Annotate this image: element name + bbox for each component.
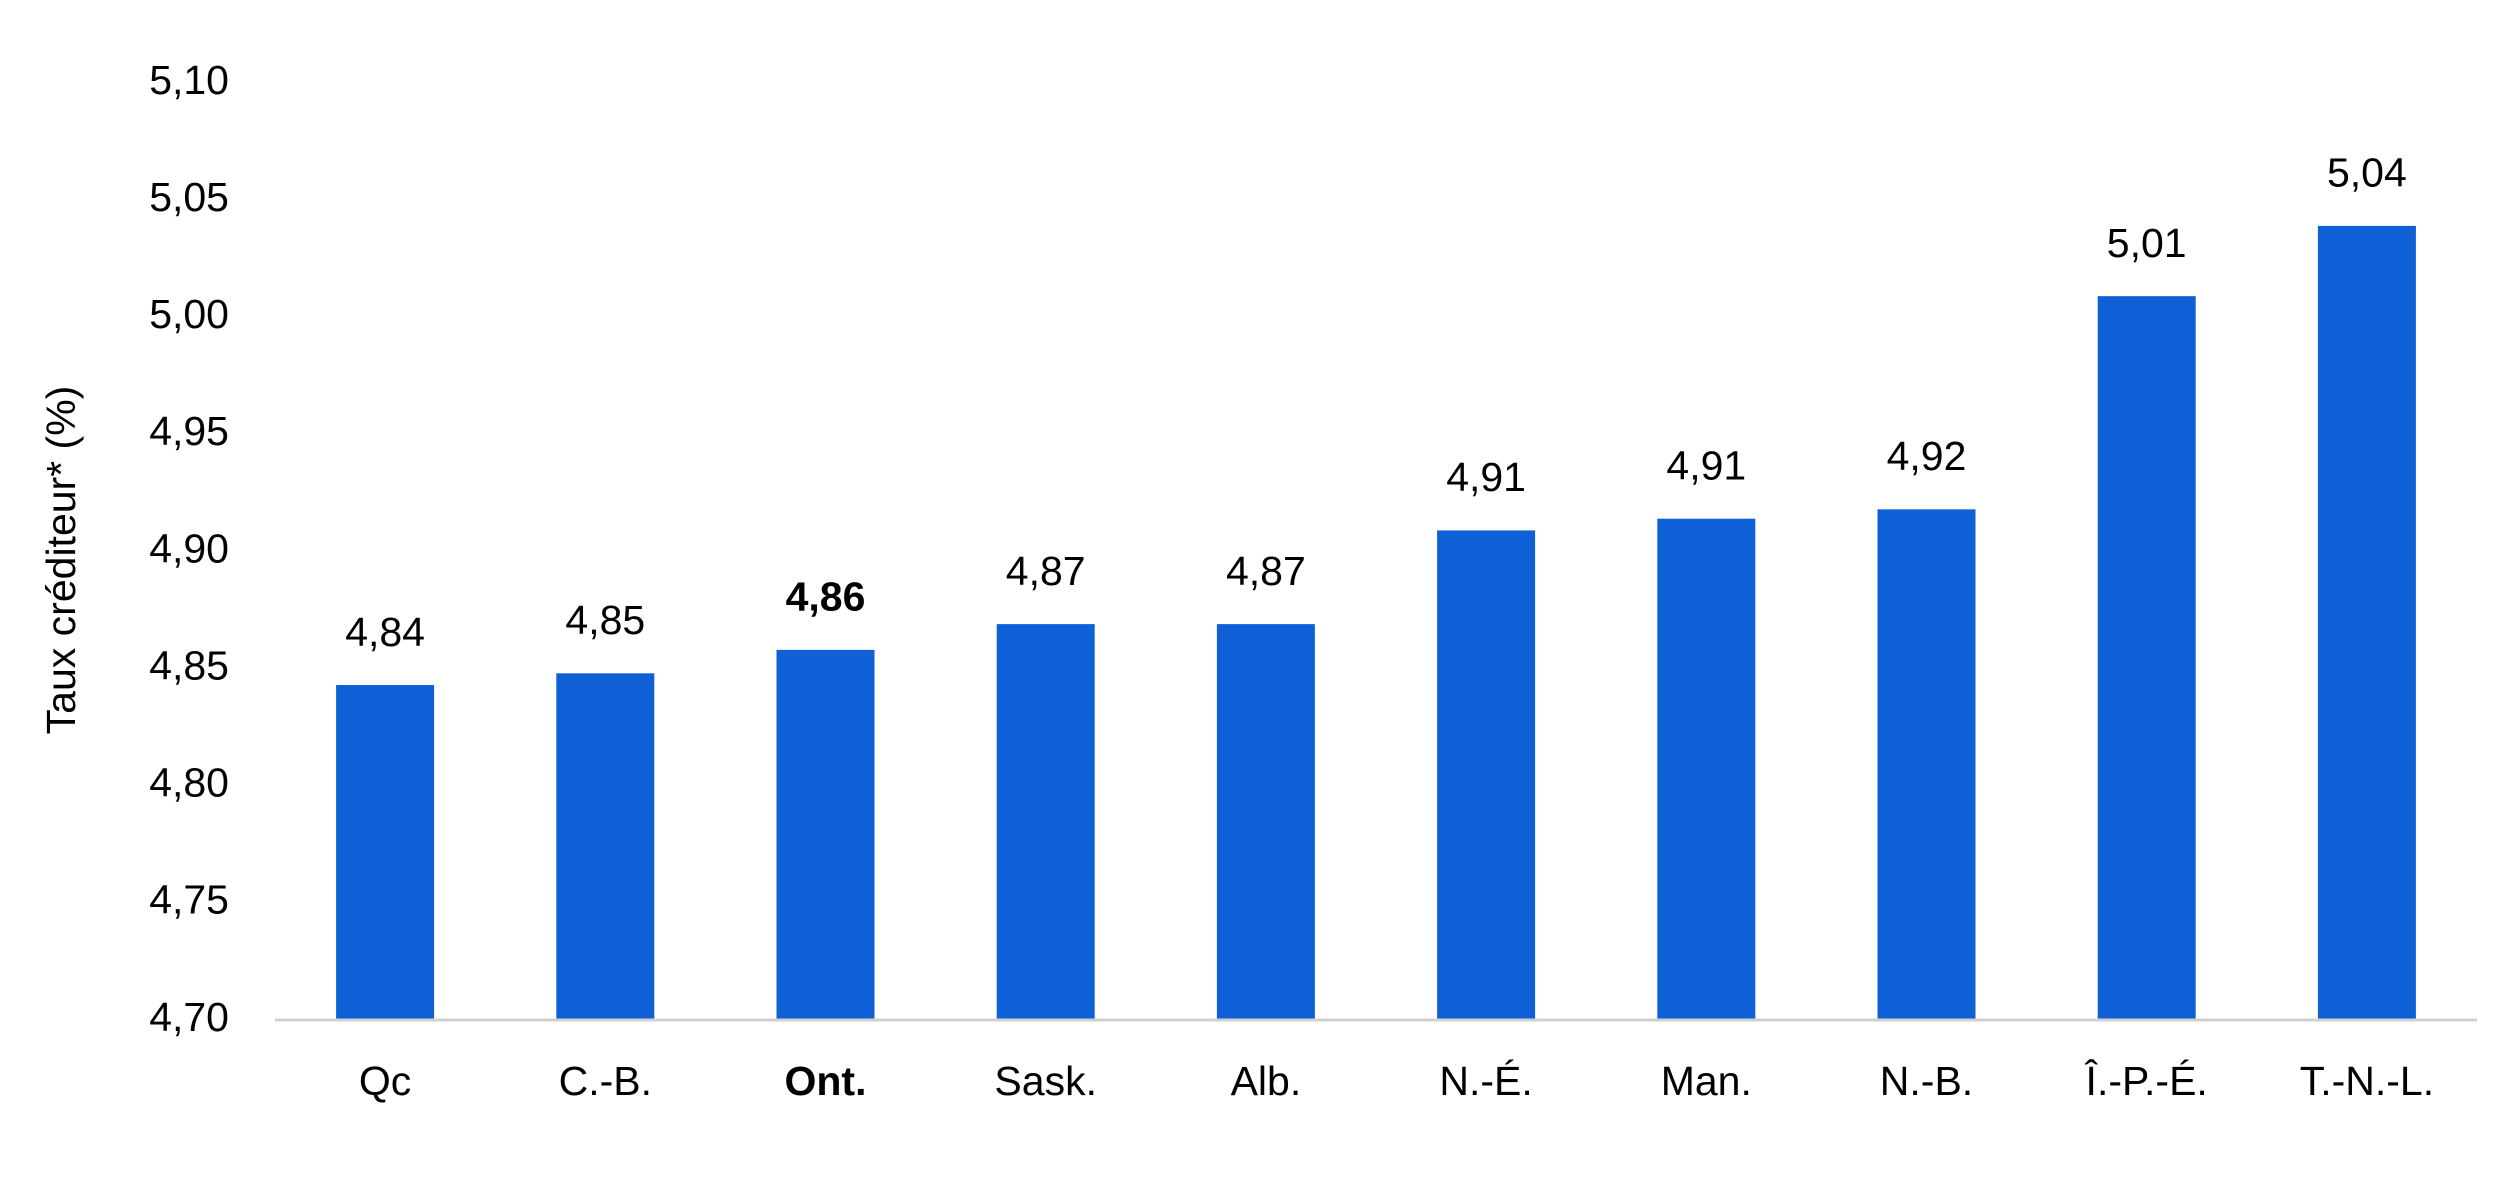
x-tick-label: N.-B. [1880, 1058, 1973, 1104]
bar [556, 673, 655, 1020]
bar [1657, 518, 1756, 1020]
data-label: 4,91 [1666, 443, 1746, 489]
y-tick-label: 4,95 [149, 408, 229, 454]
bar [1216, 624, 1315, 1020]
data-label: 4,85 [565, 597, 645, 643]
data-label: 4,91 [1446, 454, 1526, 500]
bar [1877, 509, 1976, 1020]
y-tick-label: 4,80 [149, 760, 229, 806]
data-label: 4,84 [345, 609, 425, 655]
bar [2317, 225, 2416, 1020]
data-label: 4,86 [786, 574, 866, 620]
x-tick-label: T.-N.-L. [2300, 1058, 2434, 1104]
bar [336, 685, 435, 1020]
y-tick-label: 4,75 [149, 877, 229, 923]
bar [1437, 530, 1536, 1020]
y-tick-label: 5,10 [149, 57, 229, 103]
x-tick-label: N.-É. [1439, 1058, 1532, 1104]
y-axis-label: Taux créditeur* (%) [38, 386, 84, 735]
x-tick-label: Alb. [1231, 1058, 1302, 1104]
bar [776, 649, 875, 1020]
y-tick-label: 4,70 [149, 994, 229, 1040]
x-tick-label: Î.-P.-É. [2085, 1058, 2208, 1104]
x-tick-label: C.-B. [559, 1058, 652, 1104]
y-tick-label: 5,05 [149, 174, 229, 220]
y-tick-label: 4,90 [149, 525, 229, 571]
data-label: 4,87 [1226, 548, 1306, 594]
bar [996, 624, 1095, 1020]
y-tick-label: 4,85 [149, 642, 229, 688]
data-label: 4,87 [1006, 548, 1086, 594]
x-tick-label: Qc [359, 1058, 411, 1104]
x-tick-label: Sask. [994, 1058, 1097, 1104]
x-tick-label: Man. [1661, 1058, 1752, 1104]
data-label: 5,01 [2107, 220, 2187, 266]
bar [2097, 296, 2196, 1021]
y-tick-label: 5,00 [149, 291, 229, 337]
data-label: 4,92 [1887, 433, 1967, 479]
data-label: 5,04 [2327, 150, 2407, 196]
x-tick-label: Ont. [785, 1058, 867, 1104]
